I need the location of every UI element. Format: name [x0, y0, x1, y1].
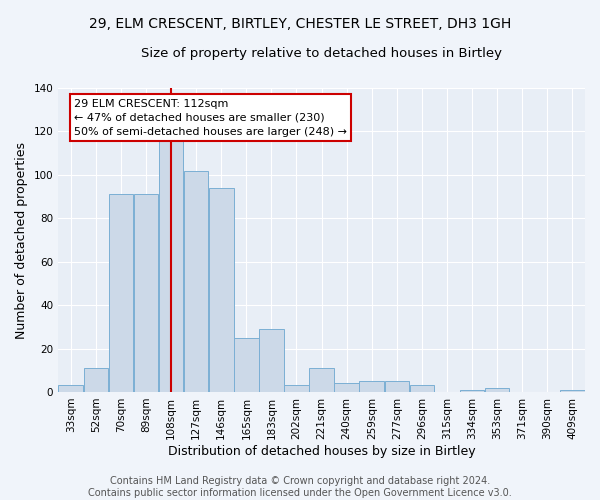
- Bar: [109, 194, 133, 392]
- Bar: [485, 388, 509, 392]
- Bar: [234, 338, 259, 392]
- Bar: [410, 386, 434, 392]
- Text: Contains HM Land Registry data © Crown copyright and database right 2024.
Contai: Contains HM Land Registry data © Crown c…: [88, 476, 512, 498]
- Bar: [309, 368, 334, 392]
- Bar: [83, 368, 108, 392]
- Y-axis label: Number of detached properties: Number of detached properties: [15, 142, 28, 338]
- Bar: [560, 390, 585, 392]
- Title: Size of property relative to detached houses in Birtley: Size of property relative to detached ho…: [141, 48, 502, 60]
- Bar: [334, 384, 359, 392]
- X-axis label: Distribution of detached houses by size in Birtley: Distribution of detached houses by size …: [168, 444, 475, 458]
- Text: 29 ELM CRESCENT: 112sqm
← 47% of detached houses are smaller (230)
50% of semi-d: 29 ELM CRESCENT: 112sqm ← 47% of detache…: [74, 98, 347, 136]
- Bar: [259, 329, 284, 392]
- Bar: [134, 194, 158, 392]
- Bar: [58, 386, 83, 392]
- Bar: [284, 386, 309, 392]
- Bar: [184, 170, 208, 392]
- Bar: [359, 381, 384, 392]
- Bar: [159, 140, 184, 392]
- Bar: [460, 390, 484, 392]
- Bar: [385, 381, 409, 392]
- Bar: [209, 188, 233, 392]
- Text: 29, ELM CRESCENT, BIRTLEY, CHESTER LE STREET, DH3 1GH: 29, ELM CRESCENT, BIRTLEY, CHESTER LE ST…: [89, 18, 511, 32]
